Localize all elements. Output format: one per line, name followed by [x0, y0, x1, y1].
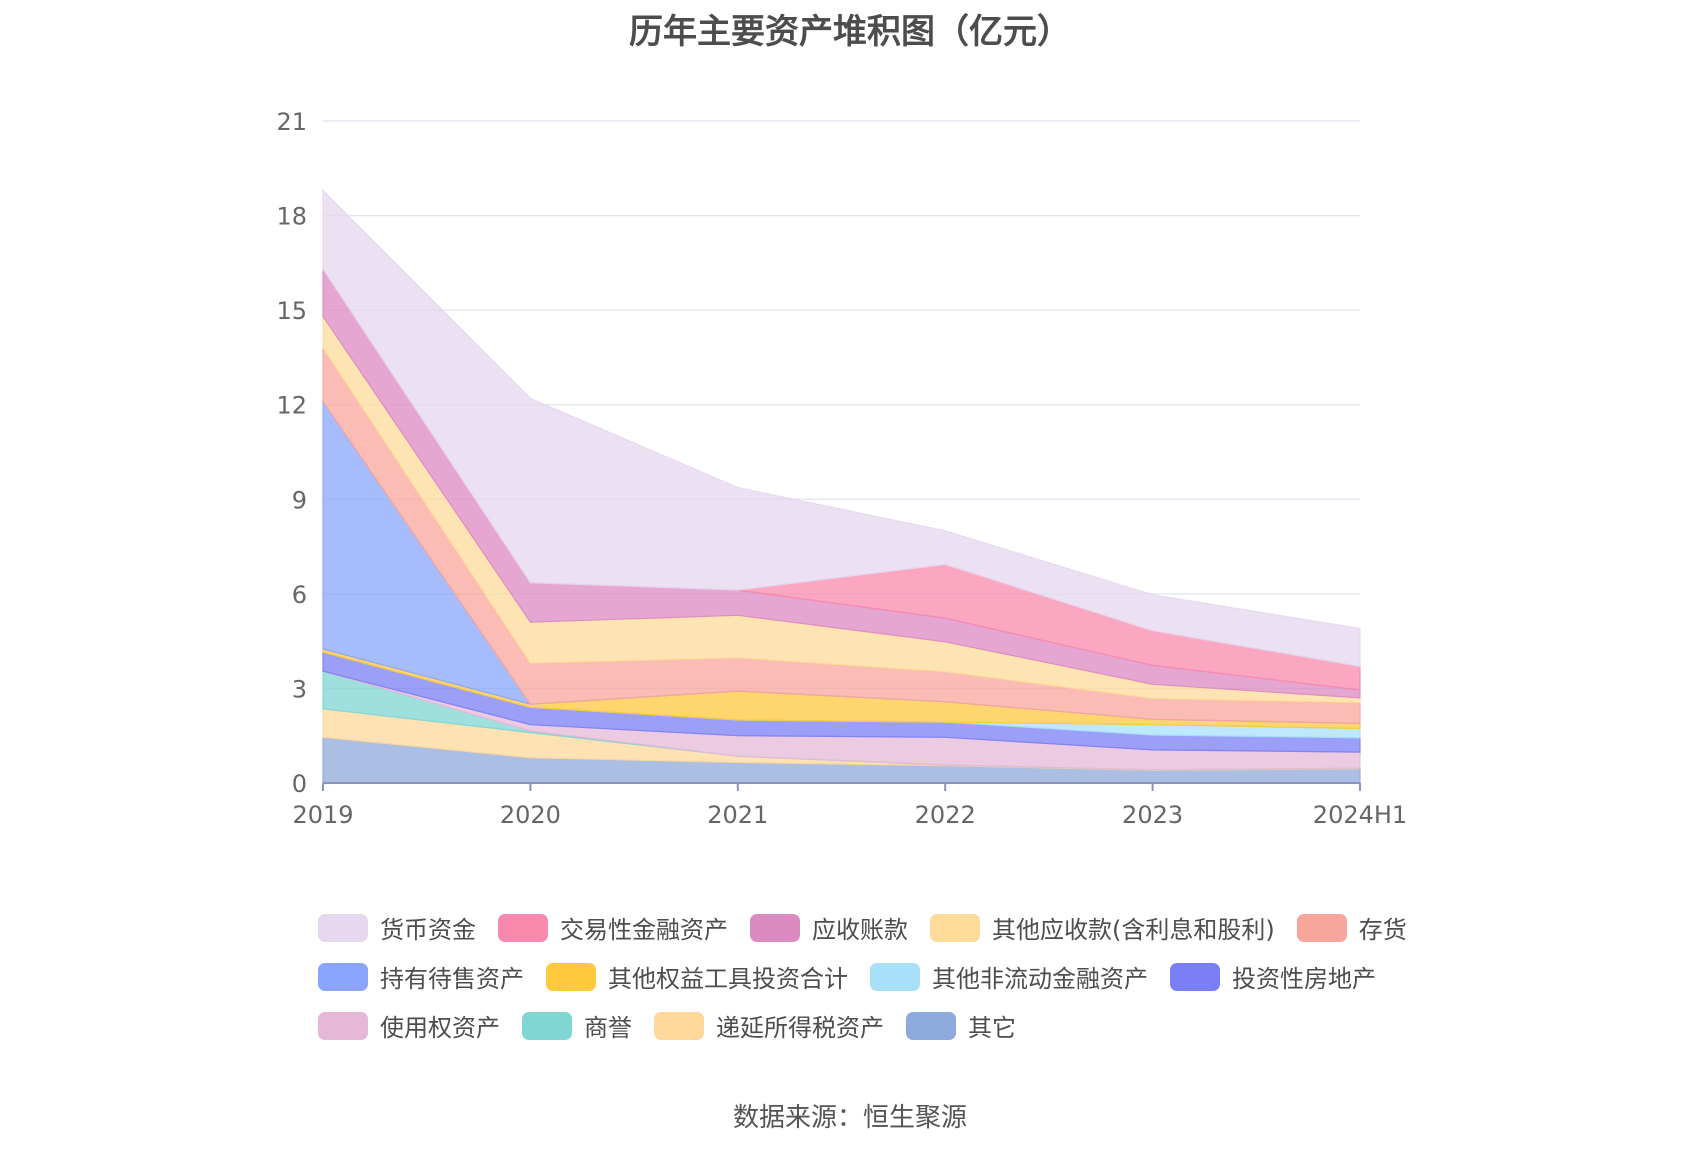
legend-label: 使用权资产 [380, 1014, 500, 1042]
legend-item[interactable]: 存货 [1296, 910, 1407, 945]
legend-label: 交易性金融资产 [560, 916, 728, 944]
legend-label: 其他非流动金融资产 [932, 965, 1148, 993]
legend: 货币资金 交易性金融资产 应收账款 其他应收款(含利息和股利) 存货持有待售资产 其他权益… [318, 903, 1468, 1050]
legend-swatch [498, 913, 548, 942]
legend-label: 投资性房地产 [1232, 965, 1376, 993]
legend-swatch [1170, 962, 1220, 991]
x-tick-label: 2022 [915, 801, 976, 829]
legend-swatch [906, 1011, 956, 1040]
y-tick-label: 15 [276, 297, 307, 325]
legend-item[interactable]: 投资性房地产 [1170, 959, 1376, 994]
legend-label: 货币资金 [380, 916, 476, 944]
y-tick-label: 9 [292, 486, 307, 514]
area-series-货币资金[interactable] [322, 188, 1361, 668]
data-source-note: 数据来源：恒生聚源 [732, 1103, 967, 1133]
legend-swatch [654, 1011, 704, 1040]
legend-swatch [522, 1011, 572, 1040]
x-tick-label: 2024H1 [1313, 801, 1407, 829]
legend-swatch [318, 1011, 368, 1040]
y-tick-label: 3 [292, 675, 307, 703]
y-tick-label: 18 [276, 203, 307, 231]
legend-swatch [750, 913, 800, 942]
legend-item[interactable]: 递延所得税资产 [654, 1008, 884, 1043]
legend-item[interactable]: 持有待售资产 [318, 959, 524, 994]
legend-label: 其他应收款(含利息和股利) [992, 916, 1275, 944]
legend-item[interactable]: 其他权益工具投资合计 [546, 959, 848, 994]
chart-title: 历年主要资产堆积图（亿元） [629, 12, 1071, 52]
legend-label: 其他权益工具投资合计 [608, 965, 848, 993]
x-tick-label: 2019 [292, 801, 353, 829]
legend-swatch [870, 962, 920, 991]
axes: 2019 2020 2021 2022 2023 2024H1 [292, 782, 1407, 829]
legend-item[interactable]: 交易性金融资产 [498, 910, 728, 945]
legend-label: 存货 [1358, 916, 1407, 944]
legend-label: 商誉 [584, 1014, 632, 1042]
legend-swatch [318, 913, 368, 942]
legend-swatch [1296, 913, 1347, 942]
x-tick-label: 2020 [500, 801, 561, 829]
legend-row: 持有待售资产 其他权益工具投资合计 其他非流动金融资产 投资性房地产 [318, 952, 1468, 1001]
legend-item[interactable]: 其他非流动金融资产 [870, 959, 1148, 994]
legend-row: 货币资金 交易性金融资产 应收账款 其他应收款(含利息和股利) 存货 [318, 903, 1468, 952]
legend-label: 应收账款 [812, 916, 908, 944]
legend-item[interactable]: 商誉 [522, 1008, 632, 1043]
y-tick-label: 0 [292, 770, 307, 798]
legend-label: 递延所得税资产 [716, 1014, 884, 1042]
legend-item[interactable]: 其他应收款(含利息和股利) [930, 910, 1275, 945]
legend-row: 使用权资产 商誉 递延所得税资产 其它 [318, 1001, 1468, 1050]
legend-swatch [546, 962, 596, 991]
x-tick-label: 2021 [707, 801, 768, 829]
legend-swatch [930, 913, 980, 942]
legend-swatch [318, 962, 368, 991]
legend-item[interactable]: 使用权资产 [318, 1008, 500, 1043]
x-tick-label: 2023 [1122, 801, 1183, 829]
stacked-area-chart: 0 3 6 9 12 15 18 21 2019 2020 2021 2022 2023 2024H1 [276, 108, 1407, 829]
legend-label: 持有待售资产 [380, 965, 524, 993]
legend-item[interactable]: 货币资金 [318, 910, 476, 945]
y-tick-label: 12 [276, 392, 307, 420]
area-series [322, 188, 1361, 784]
y-tick-label: 21 [276, 108, 307, 136]
legend-item[interactable]: 其它 [906, 1008, 1016, 1043]
y-tick-label: 6 [292, 581, 307, 609]
legend-label: 其它 [968, 1014, 1016, 1042]
legend-item[interactable]: 应收账款 [750, 910, 908, 945]
